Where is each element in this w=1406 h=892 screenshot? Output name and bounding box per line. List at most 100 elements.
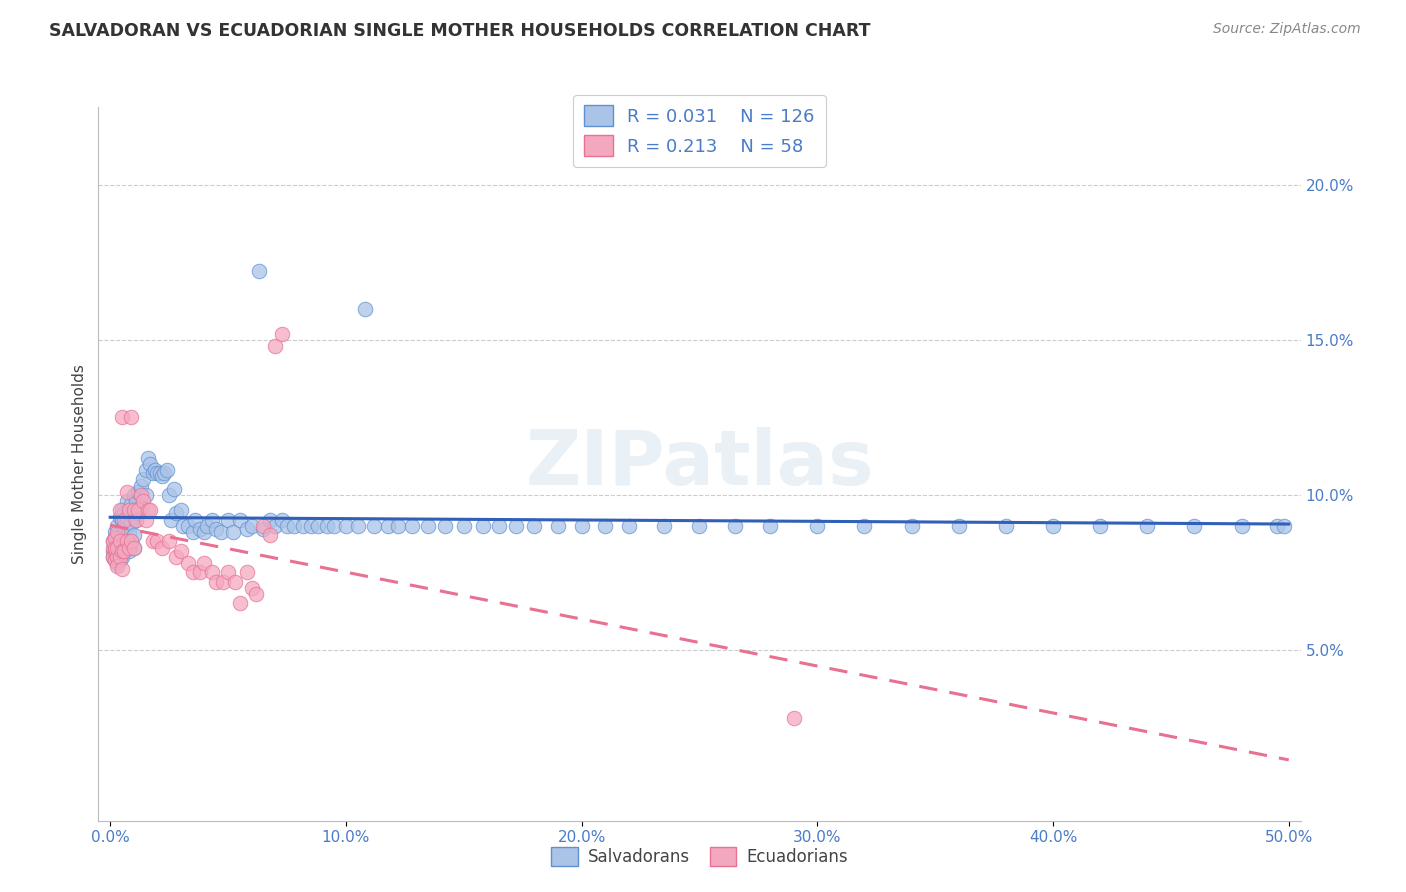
Point bbox=[132, 472, 155, 486]
Point bbox=[401, 519, 423, 533]
Point bbox=[184, 513, 207, 527]
Point bbox=[240, 581, 263, 595]
Point bbox=[104, 531, 127, 545]
Point bbox=[316, 519, 339, 533]
Point bbox=[111, 503, 134, 517]
Point bbox=[188, 566, 211, 580]
Point bbox=[153, 466, 176, 480]
Point bbox=[128, 484, 150, 499]
Point bbox=[101, 534, 124, 549]
Point bbox=[104, 525, 127, 540]
Point bbox=[108, 534, 131, 549]
Point bbox=[617, 519, 640, 533]
Point bbox=[122, 509, 145, 524]
Point bbox=[118, 525, 141, 540]
Point bbox=[122, 541, 145, 555]
Point bbox=[120, 497, 142, 511]
Point bbox=[247, 264, 270, 278]
Point bbox=[205, 574, 228, 589]
Point bbox=[105, 556, 128, 570]
Point bbox=[101, 534, 124, 549]
Point bbox=[157, 488, 180, 502]
Point bbox=[240, 519, 263, 533]
Point bbox=[112, 543, 135, 558]
Point bbox=[759, 519, 782, 533]
Point bbox=[108, 509, 131, 524]
Point bbox=[229, 513, 252, 527]
Point bbox=[195, 519, 218, 533]
Point bbox=[170, 503, 193, 517]
Point bbox=[112, 513, 135, 527]
Point bbox=[105, 559, 128, 574]
Point bbox=[122, 488, 145, 502]
Point bbox=[112, 531, 135, 545]
Point bbox=[135, 463, 157, 477]
Point bbox=[346, 519, 368, 533]
Point bbox=[1042, 519, 1064, 533]
Point bbox=[120, 516, 142, 530]
Point bbox=[433, 519, 456, 533]
Point bbox=[108, 531, 131, 545]
Point bbox=[252, 519, 274, 533]
Point bbox=[104, 541, 127, 555]
Point bbox=[125, 513, 148, 527]
Point bbox=[264, 339, 287, 353]
Point bbox=[224, 574, 246, 589]
Point bbox=[112, 543, 135, 558]
Point bbox=[136, 450, 159, 465]
Point bbox=[212, 574, 235, 589]
Point bbox=[122, 528, 145, 542]
Point bbox=[128, 503, 150, 517]
Point bbox=[505, 519, 527, 533]
Point bbox=[193, 525, 215, 540]
Point bbox=[323, 519, 346, 533]
Point bbox=[1184, 519, 1206, 533]
Point bbox=[994, 519, 1017, 533]
Point bbox=[146, 534, 169, 549]
Point bbox=[200, 513, 222, 527]
Point bbox=[105, 519, 128, 533]
Point bbox=[259, 528, 281, 542]
Point bbox=[783, 711, 806, 725]
Point bbox=[853, 519, 876, 533]
Point bbox=[276, 519, 298, 533]
Point bbox=[135, 513, 157, 527]
Point bbox=[108, 534, 131, 549]
Point bbox=[105, 541, 128, 555]
Point bbox=[104, 553, 127, 567]
Point bbox=[283, 519, 305, 533]
Point bbox=[129, 478, 152, 492]
Point bbox=[104, 543, 127, 558]
Point bbox=[488, 519, 510, 533]
Point bbox=[177, 519, 200, 533]
Point bbox=[101, 543, 124, 558]
Point bbox=[111, 513, 134, 527]
Point bbox=[948, 519, 970, 533]
Point bbox=[105, 528, 128, 542]
Point bbox=[217, 566, 239, 580]
Point bbox=[299, 519, 322, 533]
Point bbox=[252, 522, 274, 536]
Point bbox=[120, 410, 142, 425]
Point bbox=[143, 463, 166, 477]
Point bbox=[377, 519, 399, 533]
Point bbox=[193, 556, 215, 570]
Point bbox=[163, 482, 186, 496]
Point bbox=[120, 534, 142, 549]
Point bbox=[806, 519, 828, 533]
Point bbox=[363, 519, 385, 533]
Point bbox=[181, 566, 204, 580]
Point bbox=[105, 541, 128, 555]
Point bbox=[353, 301, 375, 316]
Point bbox=[142, 534, 165, 549]
Point bbox=[387, 519, 409, 533]
Point bbox=[125, 494, 148, 508]
Point bbox=[1136, 519, 1159, 533]
Point bbox=[205, 522, 228, 536]
Point bbox=[105, 549, 128, 564]
Point bbox=[150, 541, 173, 555]
Point bbox=[1088, 519, 1111, 533]
Point bbox=[104, 541, 127, 555]
Point bbox=[229, 597, 252, 611]
Point bbox=[156, 463, 179, 477]
